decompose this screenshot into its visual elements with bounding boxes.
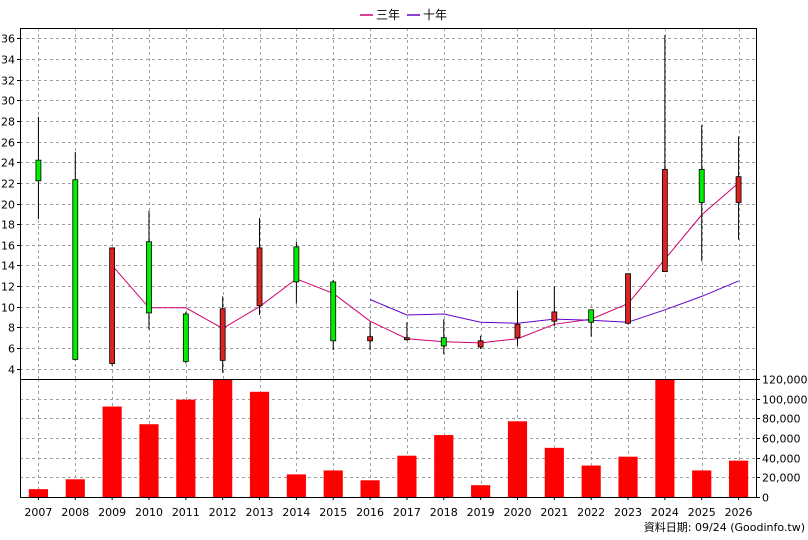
volume-bar [65,479,85,497]
legend-label-3yr: 三年 [376,8,400,22]
candle-body-down [661,169,668,273]
candle-body-down [477,340,484,348]
plot-frames [20,28,757,498]
x-tick-label: 2019 [467,506,495,519]
x-tick-label: 2022 [577,506,605,519]
price-tick-label: 26 [1,137,15,150]
candle-body-down [256,247,263,307]
volume-bar [507,421,528,497]
x-axis-ticks: 2007 2008 2009 2010 2011 2012 2013 2014 2015 2016… [24,497,753,519]
volume-bar [581,465,601,497]
candle-body-up [588,309,595,323]
x-tick-label: 2016 [356,506,384,519]
price-tick-label: 34 [1,54,15,67]
x-tick-label: 2026 [725,506,753,519]
candle-body-down [514,323,521,339]
price-grid [20,28,757,379]
x-tick-label: 2011 [172,506,200,519]
candle-body-up [293,246,300,283]
candle-body-up [698,169,705,203]
x-tick-label: 2021 [540,506,568,519]
candle-body-down [735,176,742,203]
x-tick-label: 2020 [503,506,531,519]
volume-tick-label: 40,000 [762,453,801,466]
x-tick-label: 2024 [651,506,679,519]
source-label: 資料日期: 09/24 (Goodinfo.tw) [644,520,805,534]
candle-body-down [551,311,558,322]
volume-bar [28,489,49,497]
volume-bar [618,456,638,497]
volume-bar [728,460,749,497]
price-tick-label: 16 [1,240,15,253]
volume-bar [139,424,159,497]
price-tick-label: 22 [1,178,15,191]
x-tick-label: 2014 [282,506,310,519]
volume-bars [28,379,749,497]
price-tick-label: 14 [1,260,15,273]
volume-bar [471,485,491,497]
volume-bar [323,470,343,497]
volume-bar [397,455,417,497]
price-tick-label: 18 [1,219,15,232]
candle-body-up [146,241,152,314]
x-tick-label: 2007 [24,506,52,519]
price-tick-label: 8 [8,322,15,335]
volume-grid [20,379,757,498]
price-tick-label: 36 [1,33,15,46]
price-axis-ticks: 4 6 8 10 12 14 16 18 20 22 24 26 28 30 32 34 36 [1,33,20,377]
price-tick-label: 32 [1,75,15,88]
volume-bar [213,379,233,497]
volume-tick-label: 100,000 [762,394,808,407]
x-tick-label: 2018 [430,506,458,519]
ma-line-3yr [111,182,739,344]
candle-body-up [440,337,447,347]
candle-body-down [219,308,226,361]
volume-bar [655,379,675,497]
price-tick-label: 30 [1,95,15,108]
volume-tick-label: 80,000 [762,413,801,426]
x-tick-label: 2025 [688,506,716,519]
x-tick-label: 2023 [614,506,642,519]
volume-bar [544,447,564,497]
candle-body-down [404,337,410,341]
price-tick-label: 12 [1,281,15,294]
volume-panel-frame [20,379,757,498]
price-tick-label: 6 [8,343,15,356]
volume-tick-label: 0 [762,492,769,505]
x-tick-label: 2009 [98,506,126,519]
legend-label-10yr: 十年 [423,8,447,22]
volume-bar [692,470,712,497]
volume-bar [176,399,196,497]
legend: 三年 十年 [360,8,447,22]
candlesticks [35,35,742,373]
volume-tick-label: 60,000 [762,433,801,446]
candle-body-down [625,273,631,324]
candle-body-up [182,313,189,362]
price-tick-label: 20 [1,199,15,212]
x-tick-label: 2017 [393,506,421,519]
candle-body-up [35,159,42,182]
volume-bar [249,391,270,497]
x-tick-label: 2012 [209,506,237,519]
volume-bar [102,406,122,497]
volume-bar [286,474,306,497]
volume-bar [360,480,380,497]
price-tick-label: 24 [1,157,15,170]
volume-axis-ticks: 0 20,000 40,000 60,000 80,000 100,000 120,000 [757,374,808,505]
candle-body-up [72,179,79,360]
candle-body-up [330,281,337,342]
volume-tick-label: 120,000 [762,374,808,387]
x-tick-label: 2010 [135,506,163,519]
candle-body-down [367,336,373,342]
price-tick-label: 28 [1,116,15,129]
candle-body-down [109,247,116,364]
x-tick-label: 2013 [246,506,274,519]
volume-tick-label: 20,000 [762,472,801,485]
x-tick-label: 2015 [319,506,347,519]
volume-bar [434,435,454,497]
price-tick-label: 10 [1,302,15,315]
x-tick-label: 2008 [61,506,89,519]
price-tick-label: 4 [8,364,15,377]
